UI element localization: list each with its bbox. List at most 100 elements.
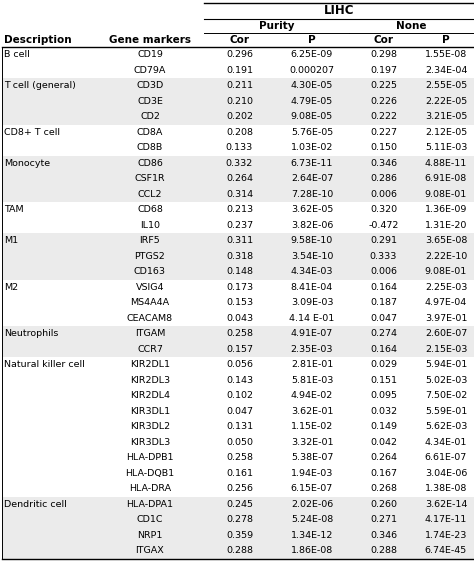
Text: 0.286: 0.286 xyxy=(370,174,397,183)
Text: VSIG4: VSIG4 xyxy=(136,283,164,292)
Text: 0.173: 0.173 xyxy=(226,283,253,292)
Text: 3.04E-06: 3.04E-06 xyxy=(425,469,467,477)
Text: 1.94E-03: 1.94E-03 xyxy=(291,469,333,477)
Text: 3.62E-05: 3.62E-05 xyxy=(291,205,333,214)
Text: 9.08E-01: 9.08E-01 xyxy=(425,190,467,199)
Text: M1: M1 xyxy=(4,236,18,245)
Text: 5.76E-05: 5.76E-05 xyxy=(291,128,333,137)
Text: 0.274: 0.274 xyxy=(370,329,397,338)
Text: 0.133: 0.133 xyxy=(226,143,253,152)
Text: 0.256: 0.256 xyxy=(226,485,253,493)
Text: 3.21E-05: 3.21E-05 xyxy=(425,112,467,121)
Text: CD3D: CD3D xyxy=(137,81,164,90)
Bar xyxy=(2,326,474,342)
Text: 0.333: 0.333 xyxy=(370,252,397,260)
Text: MS4A4A: MS4A4A xyxy=(130,298,170,308)
Text: 5.94E-01: 5.94E-01 xyxy=(425,360,467,369)
Text: CSF1R: CSF1R xyxy=(135,174,165,183)
Text: 4.91E-07: 4.91E-07 xyxy=(291,329,333,338)
Text: 0.191: 0.191 xyxy=(226,66,253,75)
Text: 3.09E-03: 3.09E-03 xyxy=(291,298,333,308)
Text: KIR2DL1: KIR2DL1 xyxy=(130,360,170,369)
Text: 0.271: 0.271 xyxy=(370,515,397,524)
Text: 6.74E-45: 6.74E-45 xyxy=(425,546,467,555)
Text: 1.03E-02: 1.03E-02 xyxy=(291,143,333,152)
Bar xyxy=(2,249,474,264)
Text: Dendritic cell: Dendritic cell xyxy=(4,500,67,509)
Text: 4.94E-02: 4.94E-02 xyxy=(291,391,333,400)
Text: 7.50E-02: 7.50E-02 xyxy=(425,391,467,400)
Text: 0.149: 0.149 xyxy=(370,422,397,431)
Text: 1.74E-23: 1.74E-23 xyxy=(425,531,467,540)
Bar xyxy=(2,543,474,559)
Text: 4.34E-03: 4.34E-03 xyxy=(291,268,333,276)
Text: 0.288: 0.288 xyxy=(226,546,253,555)
Text: 6.61E-07: 6.61E-07 xyxy=(425,453,467,462)
Text: 4.34E-01: 4.34E-01 xyxy=(425,437,467,447)
Text: 0.237: 0.237 xyxy=(226,220,253,230)
Text: 2.64E-07: 2.64E-07 xyxy=(291,174,333,183)
Text: Gene markers: Gene markers xyxy=(109,35,191,45)
Text: 0.151: 0.151 xyxy=(370,376,397,385)
Text: 0.032: 0.032 xyxy=(370,407,397,416)
Text: 2.35E-03: 2.35E-03 xyxy=(291,345,333,354)
Text: 2.55E-05: 2.55E-05 xyxy=(425,81,467,90)
Text: 8.41E-04: 8.41E-04 xyxy=(291,283,333,292)
Text: 0.006: 0.006 xyxy=(370,190,397,199)
Text: 9.58E-10: 9.58E-10 xyxy=(291,236,333,245)
Text: CD8B: CD8B xyxy=(137,143,163,152)
Text: CD8A: CD8A xyxy=(137,128,163,137)
Text: 0.288: 0.288 xyxy=(370,546,397,555)
Text: TAM: TAM xyxy=(4,205,24,214)
Text: 2.60E-07: 2.60E-07 xyxy=(425,329,467,338)
Text: 0.320: 0.320 xyxy=(370,205,397,214)
Text: 4.17E-11: 4.17E-11 xyxy=(425,515,467,524)
Text: 0.208: 0.208 xyxy=(226,128,253,137)
Bar xyxy=(2,93,474,109)
Text: 0.131: 0.131 xyxy=(226,422,253,431)
Text: 0.197: 0.197 xyxy=(370,66,397,75)
Text: 0.225: 0.225 xyxy=(370,81,397,90)
Text: 9.08E-05: 9.08E-05 xyxy=(291,112,333,121)
Text: HLA-DPB1: HLA-DPB1 xyxy=(126,453,174,462)
Text: 0.050: 0.050 xyxy=(226,437,253,447)
Text: 0.150: 0.150 xyxy=(370,143,397,152)
Text: 0.222: 0.222 xyxy=(370,112,397,121)
Text: 3.32E-01: 3.32E-01 xyxy=(291,437,333,447)
Text: 0.157: 0.157 xyxy=(226,345,253,354)
Text: CD3E: CD3E xyxy=(137,97,163,106)
Text: 2.22E-05: 2.22E-05 xyxy=(425,97,467,106)
Bar xyxy=(2,233,474,249)
Text: ITGAM: ITGAM xyxy=(135,329,165,338)
Text: Natural killer cell: Natural killer cell xyxy=(4,360,85,369)
Text: 0.346: 0.346 xyxy=(370,159,397,168)
Text: 3.97E-01: 3.97E-01 xyxy=(425,314,467,323)
Text: 4.88E-11: 4.88E-11 xyxy=(425,159,467,168)
Text: 0.167: 0.167 xyxy=(370,469,397,477)
Text: 5.11E-03: 5.11E-03 xyxy=(425,143,467,152)
Bar xyxy=(2,78,474,93)
Text: 0.153: 0.153 xyxy=(226,298,253,308)
Text: IRF5: IRF5 xyxy=(140,236,160,245)
Text: 0.258: 0.258 xyxy=(226,329,253,338)
Text: 0.202: 0.202 xyxy=(226,112,253,121)
Text: 0.318: 0.318 xyxy=(226,252,253,260)
Text: Purity: Purity xyxy=(259,21,294,31)
Text: LIHC: LIHC xyxy=(324,5,354,18)
Text: 0.164: 0.164 xyxy=(370,345,397,354)
Text: HLA-DQB1: HLA-DQB1 xyxy=(126,469,174,477)
Text: CCL2: CCL2 xyxy=(138,190,162,199)
Text: 2.12E-05: 2.12E-05 xyxy=(425,128,467,137)
Text: CD19: CD19 xyxy=(137,50,163,59)
Text: 3.65E-08: 3.65E-08 xyxy=(425,236,467,245)
Text: 0.245: 0.245 xyxy=(226,500,253,509)
Text: 0.359: 0.359 xyxy=(226,531,253,540)
Text: 0.006: 0.006 xyxy=(370,268,397,276)
Text: KIR2DL3: KIR2DL3 xyxy=(130,376,170,385)
Text: CD68: CD68 xyxy=(137,205,163,214)
Text: HLA-DRA: HLA-DRA xyxy=(129,485,171,493)
Text: 3.82E-06: 3.82E-06 xyxy=(291,220,333,230)
Text: 2.22E-10: 2.22E-10 xyxy=(425,252,467,260)
Text: 4.79E-05: 4.79E-05 xyxy=(291,97,333,106)
Text: 0.264: 0.264 xyxy=(226,174,253,183)
